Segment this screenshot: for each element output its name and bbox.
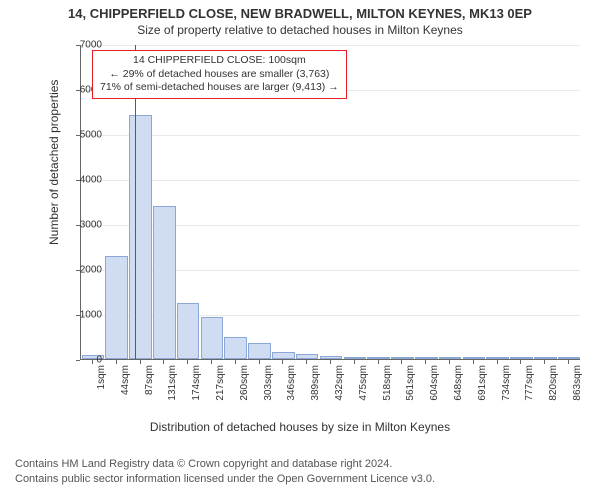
x-tick-label: 604sqm: [429, 365, 440, 401]
x-tick-label: 44sqm: [120, 365, 131, 395]
x-tick-mark: [211, 360, 212, 364]
histogram-bar: [224, 337, 247, 359]
histogram-bar: [367, 357, 390, 359]
x-tick-mark: [354, 360, 355, 364]
x-tick-label: 432sqm: [334, 365, 345, 401]
x-tick-mark: [235, 360, 236, 364]
histogram-bar: [558, 357, 581, 359]
x-tick-mark: [544, 360, 545, 364]
histogram-bar: [129, 115, 152, 359]
histogram-bar: [177, 303, 200, 359]
y-tick-mark: [76, 135, 80, 136]
footer-line-2: Contains public sector information licen…: [15, 472, 435, 486]
x-tick-label: 217sqm: [215, 365, 226, 401]
y-tick-mark: [76, 315, 80, 316]
footer-line-1: Contains HM Land Registry data © Crown c…: [15, 457, 435, 471]
x-tick-label: 87sqm: [144, 365, 155, 395]
histogram-bar: [320, 356, 343, 359]
x-tick-label: 260sqm: [239, 365, 250, 401]
x-tick-mark: [306, 360, 307, 364]
histogram-bar: [463, 357, 486, 359]
gridline: [81, 45, 580, 46]
x-tick-mark: [187, 360, 188, 364]
x-tick-mark: [259, 360, 260, 364]
histogram-bar: [248, 343, 271, 359]
x-tick-mark: [92, 360, 93, 364]
x-tick-mark: [378, 360, 379, 364]
histogram-bar: [439, 357, 462, 359]
page-subtitle: Size of property relative to detached ho…: [0, 23, 600, 37]
annotation-box: 14 CHIPPERFIELD CLOSE: 100sqm← 29% of de…: [92, 50, 347, 99]
x-tick-label: 863sqm: [572, 365, 583, 401]
y-axis-label: Number of detached properties: [47, 80, 61, 245]
annotation-line: 14 CHIPPERFIELD CLOSE: 100sqm: [100, 54, 339, 68]
x-tick-label: 131sqm: [167, 365, 178, 401]
x-tick-mark: [473, 360, 474, 364]
x-tick-mark: [116, 360, 117, 364]
y-tick-label: 2000: [62, 265, 102, 276]
x-axis-label: Distribution of detached houses by size …: [0, 420, 600, 434]
histogram-bar: [296, 354, 319, 359]
x-tick-label: 777sqm: [524, 365, 535, 401]
footer: Contains HM Land Registry data © Crown c…: [15, 457, 435, 486]
x-tick-mark: [282, 360, 283, 364]
histogram-bar: [486, 357, 509, 359]
gridline: [81, 135, 580, 136]
y-tick-mark: [76, 180, 80, 181]
histogram-bar: [153, 206, 176, 359]
histogram-bar: [391, 357, 414, 359]
x-tick-label: 303sqm: [263, 365, 274, 401]
y-tick-mark: [76, 360, 80, 361]
histogram-bar: [344, 357, 367, 359]
y-tick-label: 4000: [62, 175, 102, 186]
x-tick-mark: [497, 360, 498, 364]
histogram-bar: [201, 317, 224, 359]
x-tick-mark: [140, 360, 141, 364]
x-tick-label: 820sqm: [548, 365, 559, 401]
histogram-bar: [105, 256, 128, 359]
y-tick-label: 5000: [62, 130, 102, 141]
x-tick-label: 346sqm: [286, 365, 297, 401]
x-tick-mark: [520, 360, 521, 364]
x-tick-mark: [163, 360, 164, 364]
annotation-line: 71% of semi-detached houses are larger (…: [100, 81, 339, 95]
x-tick-label: 518sqm: [382, 365, 393, 401]
x-tick-label: 734sqm: [501, 365, 512, 401]
x-tick-mark: [568, 360, 569, 364]
x-tick-label: 475sqm: [358, 365, 369, 401]
x-tick-mark: [330, 360, 331, 364]
histogram-bar: [415, 357, 438, 359]
histogram-bar: [272, 352, 295, 359]
annotation-line: ← 29% of detached houses are smaller (3,…: [100, 68, 339, 82]
histogram-bar: [510, 357, 533, 359]
x-tick-label: 1sqm: [96, 365, 107, 389]
x-tick-label: 691sqm: [477, 365, 488, 401]
gridline: [81, 180, 580, 181]
y-tick-mark: [76, 225, 80, 226]
y-tick-label: 1000: [62, 310, 102, 321]
y-tick-mark: [76, 45, 80, 46]
x-tick-label: 389sqm: [310, 365, 321, 401]
y-tick-label: 0: [62, 355, 102, 366]
x-tick-mark: [401, 360, 402, 364]
y-tick-mark: [76, 90, 80, 91]
x-tick-label: 561sqm: [405, 365, 416, 401]
x-tick-label: 174sqm: [191, 365, 202, 401]
y-tick-label: 7000: [62, 40, 102, 51]
y-tick-mark: [76, 270, 80, 271]
x-tick-mark: [449, 360, 450, 364]
y-tick-label: 3000: [62, 220, 102, 231]
x-tick-mark: [425, 360, 426, 364]
x-tick-label: 648sqm: [453, 365, 464, 401]
histogram-bar: [534, 357, 557, 359]
page-title: 14, CHIPPERFIELD CLOSE, NEW BRADWELL, MI…: [0, 0, 600, 21]
